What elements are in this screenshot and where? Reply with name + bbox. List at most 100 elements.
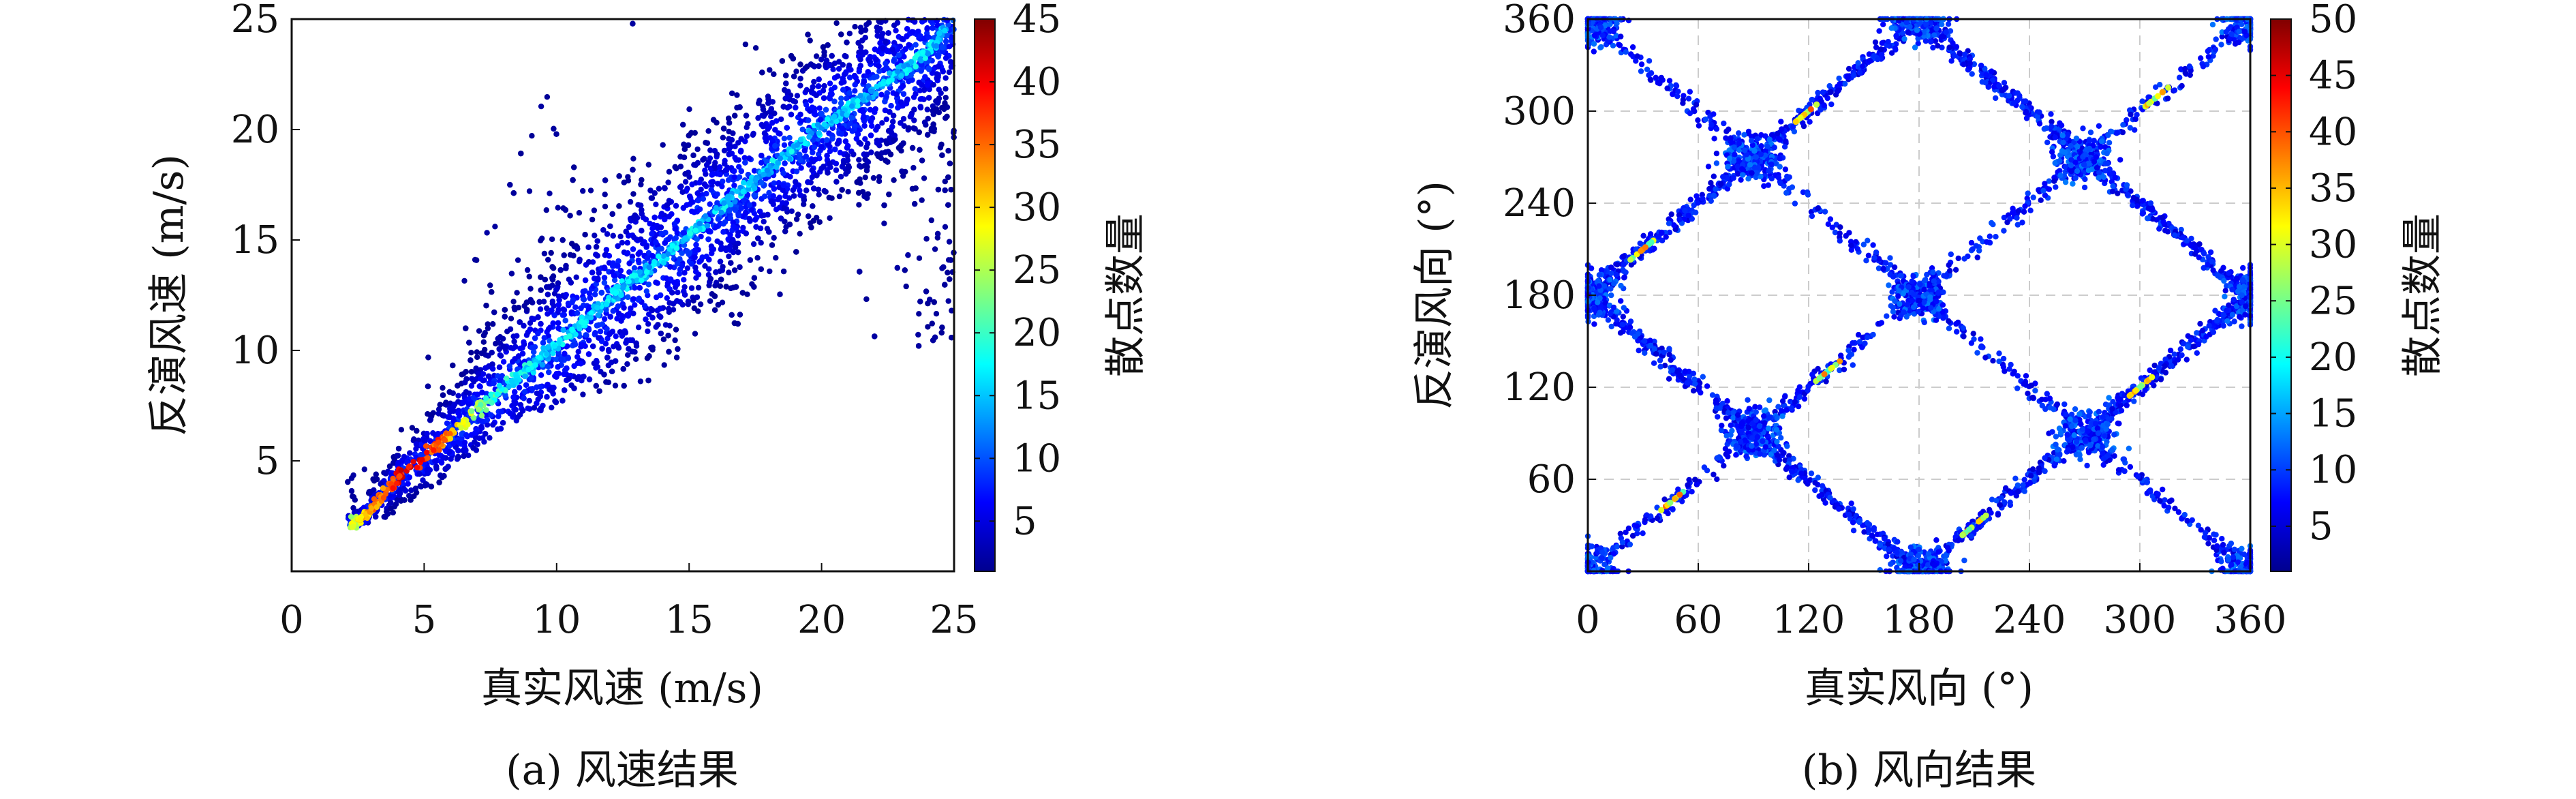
- scatter-point: [525, 405, 531, 412]
- scatter-point: [915, 331, 921, 338]
- scatter-point: [490, 421, 496, 428]
- scatter-point: [871, 74, 877, 80]
- scatter-point: [563, 262, 569, 269]
- scatter-point: [934, 230, 941, 237]
- scatter-point: [478, 350, 485, 357]
- scatter-point: [561, 252, 567, 258]
- scatter-point: [738, 168, 745, 175]
- scatter-point: [589, 259, 596, 265]
- scatter-point: [797, 82, 803, 89]
- scatter-point: [849, 128, 856, 134]
- scatter-point: [541, 250, 548, 257]
- scatter-point: [569, 241, 575, 247]
- scatter-point: [736, 164, 742, 170]
- scatter-point: [647, 220, 653, 227]
- scatter-point: [675, 346, 681, 352]
- scatter-point: [345, 479, 351, 485]
- scatter-point: [424, 430, 430, 437]
- scatter-point: [780, 170, 786, 177]
- scatter-point: [883, 116, 890, 123]
- scatter-point: [681, 292, 688, 298]
- scatter-point: [425, 355, 431, 361]
- scatter-point: [720, 134, 726, 140]
- scatter-point: [386, 463, 393, 470]
- scatter-point: [845, 189, 851, 195]
- scatter-point: [620, 366, 626, 372]
- scatter-point: [545, 291, 551, 298]
- scatter-point: [508, 316, 515, 322]
- scatter-point: [591, 207, 598, 213]
- scatter-point: [883, 38, 889, 44]
- scatter-point: [863, 144, 870, 151]
- scatter-point: [732, 112, 738, 119]
- scatter-point: [945, 202, 951, 208]
- scatter-point: [770, 193, 776, 199]
- scatter-point: [755, 115, 761, 121]
- scatter-point: [651, 214, 658, 221]
- scatter-point: [707, 298, 714, 304]
- scatter-point: [373, 471, 379, 477]
- scatter-point: [574, 354, 581, 360]
- scatter-point: [602, 203, 609, 210]
- scatter-point: [682, 179, 689, 185]
- scatter-point: [889, 123, 895, 130]
- scatter-point: [826, 62, 833, 69]
- scatter-point: [527, 320, 534, 326]
- scatter-point: [767, 67, 773, 73]
- scatter-point: [881, 202, 887, 209]
- scatter-point: [381, 513, 387, 520]
- scatter-point: [466, 340, 472, 346]
- scatter-point: [743, 210, 749, 216]
- scatter-point: [766, 190, 772, 196]
- scatter-point: [635, 257, 642, 264]
- scatter-point: [876, 63, 882, 70]
- scatter-point: [545, 381, 551, 388]
- scatter-point: [833, 20, 840, 27]
- scatter-point: [834, 140, 841, 147]
- scatter-point: [809, 104, 816, 110]
- scatter-point: [672, 164, 678, 170]
- scatter-point: [771, 71, 777, 78]
- scatter-point: [695, 308, 701, 314]
- scatter-point: [883, 65, 889, 72]
- scatter-point: [576, 258, 583, 265]
- scatter-point: [585, 244, 592, 250]
- scatter-point: [476, 383, 483, 389]
- scatter-point: [939, 325, 945, 331]
- scatter-point: [606, 253, 613, 259]
- scatter-point: [581, 297, 587, 303]
- scatter-point: [517, 412, 523, 418]
- scatter-point: [894, 20, 901, 26]
- scatter-point: [538, 287, 544, 293]
- scatter-point: [684, 248, 690, 254]
- scatter-point: [793, 104, 799, 110]
- scatter-point: [884, 140, 890, 147]
- scatter-point: [887, 109, 893, 115]
- scatter-point: [945, 298, 951, 304]
- scatter-point: [703, 190, 709, 197]
- scatter-point: [758, 266, 765, 272]
- scatter-point: [780, 104, 786, 110]
- scatter-point: [479, 389, 485, 395]
- scatter-point: [514, 290, 520, 296]
- scatter-point: [675, 289, 681, 296]
- scatter-point: [913, 42, 919, 48]
- scatter-point: [713, 224, 720, 230]
- scatter-point: [706, 266, 712, 272]
- scatter-point: [836, 59, 842, 65]
- scatter-point: [940, 264, 947, 270]
- scatter-point: [537, 393, 543, 400]
- scatter-point: [487, 435, 493, 441]
- scatter-point: [903, 283, 909, 290]
- scatter-point: [621, 382, 627, 389]
- scatter-point: [694, 160, 701, 166]
- scatter-point: [917, 147, 923, 153]
- scatter-point: [629, 348, 635, 355]
- scatter-point: [562, 318, 568, 324]
- scatter-point: [856, 68, 862, 75]
- scatter-point: [866, 58, 873, 64]
- scatter-point: [406, 492, 412, 499]
- scatter-point: [575, 348, 581, 355]
- scatter-point: [662, 216, 668, 223]
- scatter-point: [507, 181, 513, 188]
